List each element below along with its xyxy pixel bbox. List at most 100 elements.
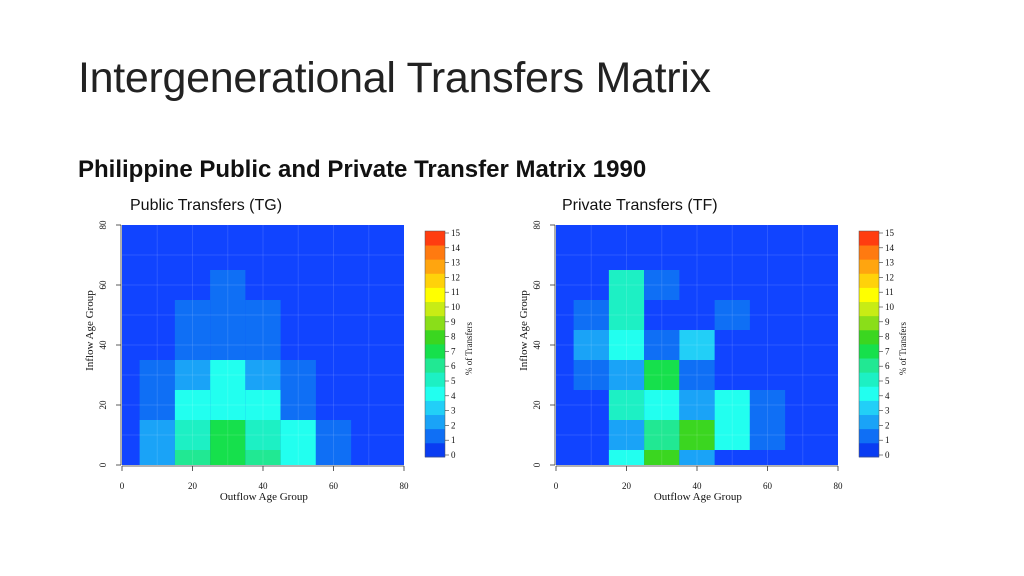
heatmap-cell <box>573 330 609 360</box>
colorbar-tick-label: 12 <box>451 272 460 282</box>
colorbar-swatch <box>425 344 445 359</box>
colorbar-tick-label: 12 <box>885 272 894 282</box>
heatmap-cell <box>139 360 175 390</box>
colorbar-tick-label: 14 <box>451 243 461 253</box>
colorbar-swatch <box>859 358 879 373</box>
heatmap-cell <box>749 390 786 420</box>
heatmap-cell <box>644 450 680 465</box>
heatmap-cell <box>644 330 680 360</box>
colorbar-swatch <box>425 245 445 260</box>
colorbar-tick-label: 3 <box>885 406 890 416</box>
heatmap-cell <box>608 360 645 390</box>
heatmap-cell <box>573 300 609 330</box>
colorbar-tick-label: 9 <box>885 317 890 327</box>
heatmap-cell <box>608 390 645 420</box>
colorbar-tick-label: 2 <box>885 420 890 430</box>
colorbar-tick-label: 8 <box>451 332 456 342</box>
heatmap-cell <box>210 330 246 360</box>
x-tick-label: 80 <box>400 481 410 491</box>
colorbar-tick-label: 11 <box>885 287 894 297</box>
colorbar-tick-label: 10 <box>885 302 895 312</box>
heatmap-cell <box>280 390 316 420</box>
colorbar-swatch <box>425 301 445 317</box>
colorbar-tick-label: 0 <box>451 450 456 460</box>
heatmap-cell <box>714 390 750 420</box>
colorbar-swatch <box>859 344 879 359</box>
colorbar-tick-label: 1 <box>451 435 456 445</box>
colorbar-tick-label: 6 <box>451 361 456 371</box>
private-transfers-title: Private Transfers (TF) <box>562 197 718 214</box>
colorbar-tick-label: 7 <box>451 346 456 356</box>
colorbar-label: % of Transfers <box>898 322 908 375</box>
heatmap-cell <box>608 450 645 465</box>
heatmap-cell <box>245 360 281 390</box>
colorbar-swatch <box>859 245 879 260</box>
heatmap-cell <box>644 420 680 450</box>
heatmap-cell <box>315 450 352 465</box>
colorbar-tick-label: 15 <box>451 228 461 238</box>
y-tick-label: 40 <box>98 340 108 350</box>
colorbar-tick-label: 5 <box>451 376 456 386</box>
heatmap-cell <box>714 300 750 330</box>
heatmap-cell <box>174 330 211 360</box>
colorbar-swatch <box>859 287 879 303</box>
heatmap-cell <box>280 450 316 465</box>
colorbar-label: % of Transfers <box>464 322 474 375</box>
colorbar-swatch <box>425 414 445 430</box>
colorbar-tick-label: 5 <box>885 376 890 386</box>
slide-subtitle: Philippine Public and Private Transfer M… <box>78 156 647 183</box>
slide-title: Intergenerational Transfers Matrix <box>78 54 711 102</box>
heatmap-cell <box>174 420 211 450</box>
heatmap-cell <box>714 420 750 450</box>
colorbar-tick-label: 3 <box>451 406 456 416</box>
heatmap-cell <box>749 420 786 450</box>
heatmap-cell <box>210 360 246 390</box>
colorbar-tick-label: 14 <box>885 243 895 253</box>
colorbar-tick-label: 15 <box>885 228 895 238</box>
colorbar-swatch <box>859 259 879 274</box>
heatmap-cell <box>210 450 246 465</box>
y-axis-title: Inflow Age Group <box>84 290 96 371</box>
colorbar-swatch <box>859 428 879 444</box>
heatmap-cell <box>174 300 211 330</box>
y-tick-label: 0 <box>98 462 108 467</box>
colorbar-swatch <box>425 273 445 288</box>
heatmap-cell <box>210 390 246 420</box>
colorbar-swatch <box>425 442 445 458</box>
colorbar-swatch <box>425 315 445 331</box>
colorbar-swatch <box>425 386 445 401</box>
x-tick-label: 80 <box>834 481 844 491</box>
x-tick-label: 60 <box>763 481 773 491</box>
heatmap-cell <box>210 300 246 330</box>
y-axis-title: Inflow Age Group <box>518 290 530 371</box>
heatmap-cell <box>679 360 715 390</box>
x-tick-label: 40 <box>693 481 703 491</box>
y-tick-label: 20 <box>98 400 108 410</box>
x-tick-label: 0 <box>120 481 125 491</box>
heatmap-cell <box>245 450 281 465</box>
colorbar-swatch <box>859 372 879 387</box>
colorbar-tick-label: 0 <box>885 450 890 460</box>
heatmap-cell <box>139 450 175 465</box>
heatmap-cell <box>679 450 715 465</box>
heatmap-cell <box>644 360 680 390</box>
heatmap-cell <box>174 360 211 390</box>
heatmap-cell <box>245 420 281 450</box>
x-tick-label: 60 <box>329 481 339 491</box>
heatmap-cell <box>245 390 281 420</box>
colorbar-tick-label: 4 <box>451 391 456 401</box>
y-tick-label: 60 <box>98 280 108 290</box>
heatmap-cell <box>644 390 680 420</box>
y-tick-label: 60 <box>532 280 542 290</box>
y-tick-label: 0 <box>532 462 542 467</box>
colorbar-swatch <box>425 358 445 373</box>
heatmap-cell <box>608 330 645 360</box>
colorbar-frame <box>424 230 446 458</box>
colorbar-swatch <box>859 400 879 416</box>
y-tick-label: 80 <box>98 220 108 230</box>
x-axis-title: Outflow Age Group <box>654 491 742 503</box>
colorbar-swatch <box>859 231 879 246</box>
colorbar-swatch <box>425 400 445 416</box>
x-tick-label: 40 <box>259 481 269 491</box>
